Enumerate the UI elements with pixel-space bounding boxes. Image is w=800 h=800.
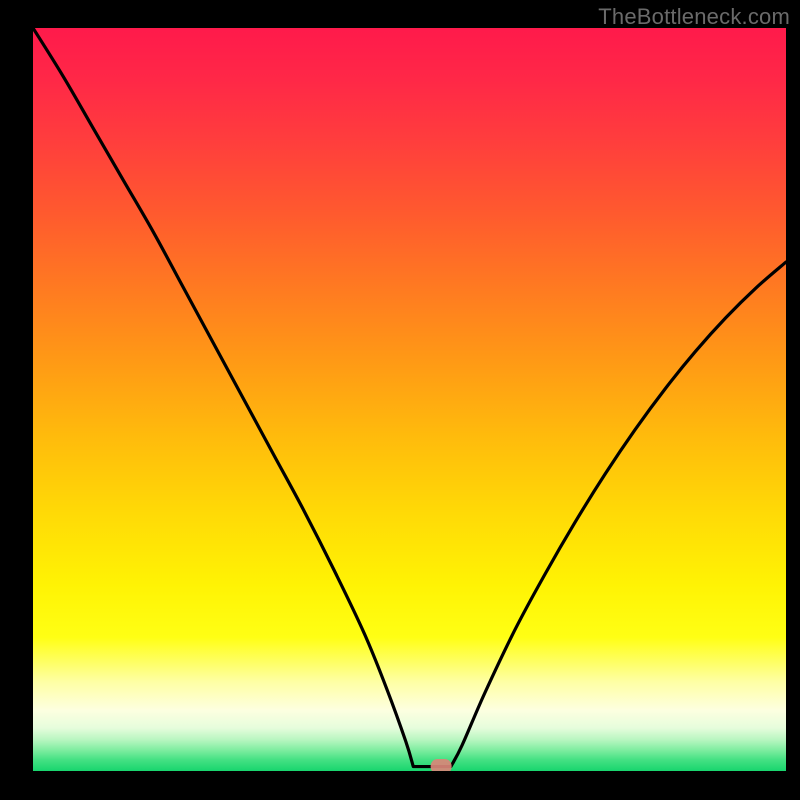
- gradient-background: [33, 28, 786, 771]
- watermark-text: TheBottleneck.com: [598, 4, 790, 30]
- chart-container: TheBottleneck.com: [0, 0, 800, 800]
- bottleneck-chart-svg: [0, 0, 800, 800]
